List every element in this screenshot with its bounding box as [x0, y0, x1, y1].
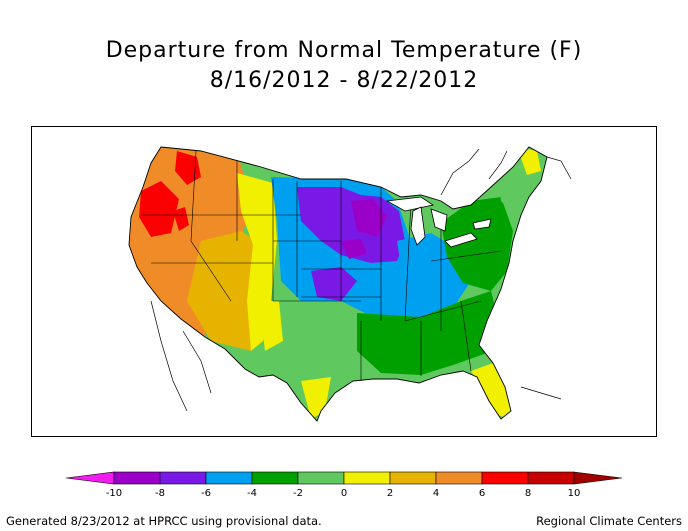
legend-arrow-low: [65, 471, 115, 485]
legend-tick-label: -4: [247, 488, 257, 499]
legend-swatch: [389, 471, 437, 485]
legend-tick-label: 4: [433, 488, 439, 499]
region-southeast: [357, 291, 501, 375]
region-central-plains-purple: [311, 267, 357, 301]
us-outline-stroke: [128, 146, 548, 422]
region-minnesota-core: [351, 199, 387, 237]
region-florida: [471, 363, 511, 419]
temperature-legend: -10 -8 -6 -4 -2 0 2 4 6 8 10: [65, 471, 623, 499]
legend-tick-label: 6: [479, 488, 485, 499]
region-mid-atlantic: [441, 197, 513, 291]
legend-tick-label: -10: [106, 488, 122, 499]
legend-tick-label: 8: [525, 488, 531, 499]
map-title: Departure from Normal Temperature (F): [105, 38, 583, 63]
legend-swatch: [343, 471, 391, 485]
region-south-texas-yellow: [301, 377, 331, 419]
legend-swatch: [481, 471, 529, 485]
coastline-fragments: [150, 148, 572, 412]
legend-swatch: [205, 471, 253, 485]
legend-swatch: [113, 471, 161, 485]
us-temperature-map: [128, 146, 572, 422]
legend-arrow-high: [573, 471, 623, 485]
state-borders: [141, 150, 502, 381]
legend-swatch: [297, 471, 345, 485]
source-credit: Regional Climate Centers: [536, 514, 682, 528]
legend-tick-label: -2: [293, 488, 303, 499]
great-lakes: [385, 196, 492, 248]
legend-swatch: [435, 471, 483, 485]
legend-tick-label: 10: [568, 488, 581, 499]
legend-tick-label: -6: [201, 488, 211, 499]
legend-swatch: [159, 471, 207, 485]
legend-tick-label: 0: [341, 488, 347, 499]
region-pacific-northwest-hot: [139, 181, 179, 237]
region-new-mexico-yellow: [259, 301, 283, 351]
region-central-valley-hot: [173, 207, 189, 231]
map-date-range: 8/16/2012 - 8/22/2012: [209, 68, 479, 93]
legend-tick-label: 2: [387, 488, 393, 499]
legend-swatch: [251, 471, 299, 485]
legend-tick-label: -8: [155, 488, 165, 499]
map-frame: [31, 126, 657, 437]
region-iowa-core: [341, 239, 367, 259]
generated-note: Generated 8/23/2012 at HPRCC using provi…: [6, 514, 322, 528]
region-wyoming-gold: [211, 257, 241, 301]
legend-swatch: [527, 471, 575, 485]
